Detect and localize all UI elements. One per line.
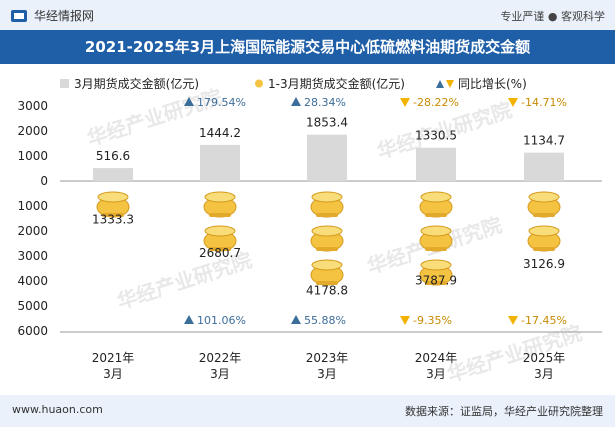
yoy-monthly-label: -14.71% — [521, 96, 567, 109]
coin-rim — [204, 225, 236, 237]
footer-bar: www.huaon.com 数据来源：证监局，华经产业研究院整理 — [0, 395, 615, 427]
legend-label-yoy: 同比增长(%) — [458, 77, 527, 91]
bar-monthly — [524, 152, 564, 181]
data-label-monthly: 1853.4 — [306, 116, 348, 130]
data-label-ytd: 3126.9 — [523, 257, 565, 271]
yoy-up-arrow-icon — [291, 315, 301, 324]
header-bar: 华经情报网 专业严谨 ● 客观科学 — [0, 0, 615, 30]
y-tick-label: 2000 — [17, 124, 48, 138]
coin-rim — [528, 191, 560, 203]
data-label-ytd: 2680.7 — [199, 246, 241, 260]
coin-base — [316, 247, 338, 251]
x-tick-label: 2022年 3月 — [199, 351, 242, 381]
yoy-ytd-label: -17.45% — [521, 314, 567, 327]
y-tick-label: 1000 — [17, 149, 48, 163]
coin-base — [533, 247, 555, 251]
yoy-ytd-label: -9.35% — [413, 314, 452, 327]
coin-base — [102, 213, 124, 217]
legend-down-arrow-icon — [446, 80, 454, 88]
coin-base — [425, 213, 447, 217]
legend-swatch-monthly — [60, 79, 69, 88]
watermark: 华经产业研究院 — [84, 85, 225, 151]
legend-up-arrow-icon — [436, 80, 444, 88]
legend-swatch-ytd — [255, 79, 263, 88]
brand-logo-icon — [11, 9, 27, 22]
y-tick-label: 0 — [40, 174, 48, 188]
brand[interactable]: 华经情报网 — [10, 7, 94, 24]
yoy-monthly-label: 28.34% — [304, 96, 346, 109]
legend-label-monthly: 3月期货成交金额(亿元) — [74, 76, 199, 91]
y-tick-label: 1000 — [17, 199, 48, 213]
coin-rim — [528, 225, 560, 237]
coin-icon — [203, 225, 237, 252]
bar-monthly — [307, 134, 347, 181]
coin-rim — [204, 191, 236, 203]
data-label-ytd: 4178.8 — [306, 283, 348, 297]
yoy-down-arrow-icon — [508, 98, 518, 107]
coin-icon — [419, 259, 453, 286]
yoy-up-arrow-icon — [184, 97, 194, 106]
data-label-monthly: 1134.7 — [523, 134, 565, 148]
data-label-ytd: 1333.3 — [92, 212, 134, 226]
data-label-monthly: 516.6 — [96, 149, 130, 163]
coin-rim — [420, 259, 452, 271]
coin-icon — [527, 191, 561, 218]
y-tick-label: 5000 — [17, 299, 48, 313]
coin-rim — [420, 225, 452, 237]
footer-source: 数据来源：证监局，华经产业研究院整理 — [405, 405, 603, 418]
coin-base — [209, 213, 231, 217]
coin-rim — [311, 259, 343, 271]
yoy-ytd-label: 101.06% — [197, 314, 246, 327]
coin-icon — [310, 225, 344, 252]
coin-icon — [310, 259, 344, 286]
bar-monthly — [93, 168, 133, 181]
coin-base — [209, 247, 231, 251]
chart: 华经产业研究院华经产业研究院华经产业研究院华经产业研究院华经产业研究院3月期货成… — [17, 76, 602, 387]
coin-rim — [420, 191, 452, 203]
y-tick-label: 6000 — [17, 324, 48, 338]
coin-icon — [203, 191, 237, 218]
data-label-monthly: 1330.5 — [415, 129, 457, 143]
coin-base — [316, 281, 338, 285]
yoy-up-arrow-icon — [291, 97, 301, 106]
coin-icon — [96, 191, 130, 218]
y-tick-label: 3000 — [17, 249, 48, 263]
yoy-down-arrow-icon — [400, 98, 410, 107]
coin-base — [533, 213, 555, 217]
yoy-monthly-label: -28.22% — [413, 96, 459, 109]
x-tick-label: 2021年 3月 — [92, 351, 135, 381]
coin-icon — [310, 191, 344, 218]
x-tick-label: 2025年 3月 — [523, 351, 566, 381]
coin-rim — [311, 191, 343, 203]
bar-monthly — [200, 144, 240, 181]
coin-icon — [419, 225, 453, 252]
chart-title: 2021-2025年3月上海国际能源交易中心低硫燃料油期货成交金额 — [0, 30, 615, 64]
coin-rim — [97, 191, 129, 203]
coin-base — [425, 247, 447, 251]
coin-icon — [419, 191, 453, 218]
x-tick-label: 2024年 3月 — [415, 351, 458, 381]
data-label-monthly: 1444.2 — [199, 126, 241, 140]
yoy-ytd-label: 55.88% — [304, 314, 346, 327]
legend-label-ytd: 1-3月期货成交金额(亿元) — [268, 76, 405, 91]
yoy-up-arrow-icon — [184, 315, 194, 324]
footer-website[interactable]: www.huaon.com — [12, 403, 103, 416]
coin-base — [425, 281, 447, 285]
coin-rim — [311, 225, 343, 237]
coin-base — [316, 213, 338, 217]
y-tick-label: 4000 — [17, 274, 48, 288]
x-tick-label: 2023年 3月 — [306, 351, 349, 381]
tagline: 专业严谨 ● 客观科学 — [500, 10, 605, 23]
data-label-ytd: 3787.9 — [415, 274, 457, 288]
coin-icon — [527, 225, 561, 252]
yoy-monthly-label: 179.54% — [197, 96, 246, 109]
y-tick-label: 2000 — [17, 224, 48, 238]
y-tick-label: 3000 — [17, 99, 48, 113]
bar-monthly — [416, 147, 456, 181]
yoy-down-arrow-icon — [400, 316, 410, 325]
yoy-down-arrow-icon — [508, 316, 518, 325]
brand-name: 华经情报网 — [34, 9, 95, 23]
